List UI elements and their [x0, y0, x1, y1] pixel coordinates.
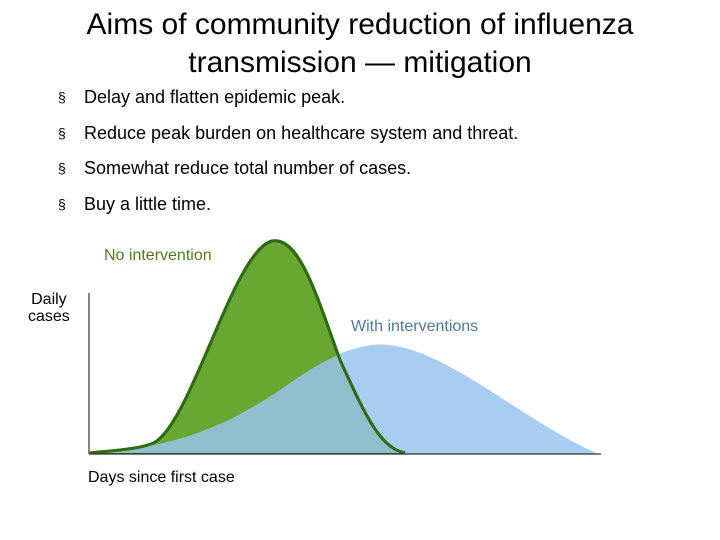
bullet-item: § Buy a little time.	[58, 193, 518, 215]
bullet-marker-icon: §	[58, 124, 66, 141]
bullet-marker-icon: §	[58, 160, 66, 176]
slide-title: Aims of community reduction of influenza…	[86, 8, 634, 79]
no-intervention-curve-outline	[89, 239, 406, 455]
bullet-text: Reduce peak burden on healthcare system …	[84, 122, 519, 143]
bullet-list: § Delay and flatten epidemic peak. § Red…	[58, 86, 518, 228]
x-axis-label: Days since first case	[88, 469, 235, 486]
bullet-text: Buy a little time.	[84, 193, 212, 214]
bullet-marker-icon: §	[58, 89, 66, 105]
bullet-marker-icon: §	[58, 195, 66, 212]
y-axis-label: Daily cases	[28, 291, 70, 325]
bullet-item: § Reduce peak burden on healthcare syste…	[58, 122, 518, 144]
no-intervention-label: No intervention	[104, 247, 212, 264]
bullet-text: Delay and flatten epidemic peak.	[84, 87, 346, 107]
curve-overlap-region	[90, 344, 405, 453]
bullet-item: § Somewhat reduce total number of cases.	[58, 157, 518, 179]
with-interventions-label: With interventions	[351, 318, 479, 335]
bullet-text: Somewhat reduce total number of cases.	[84, 158, 412, 178]
bullet-item: § Delay and flatten epidemic peak.	[58, 86, 518, 108]
